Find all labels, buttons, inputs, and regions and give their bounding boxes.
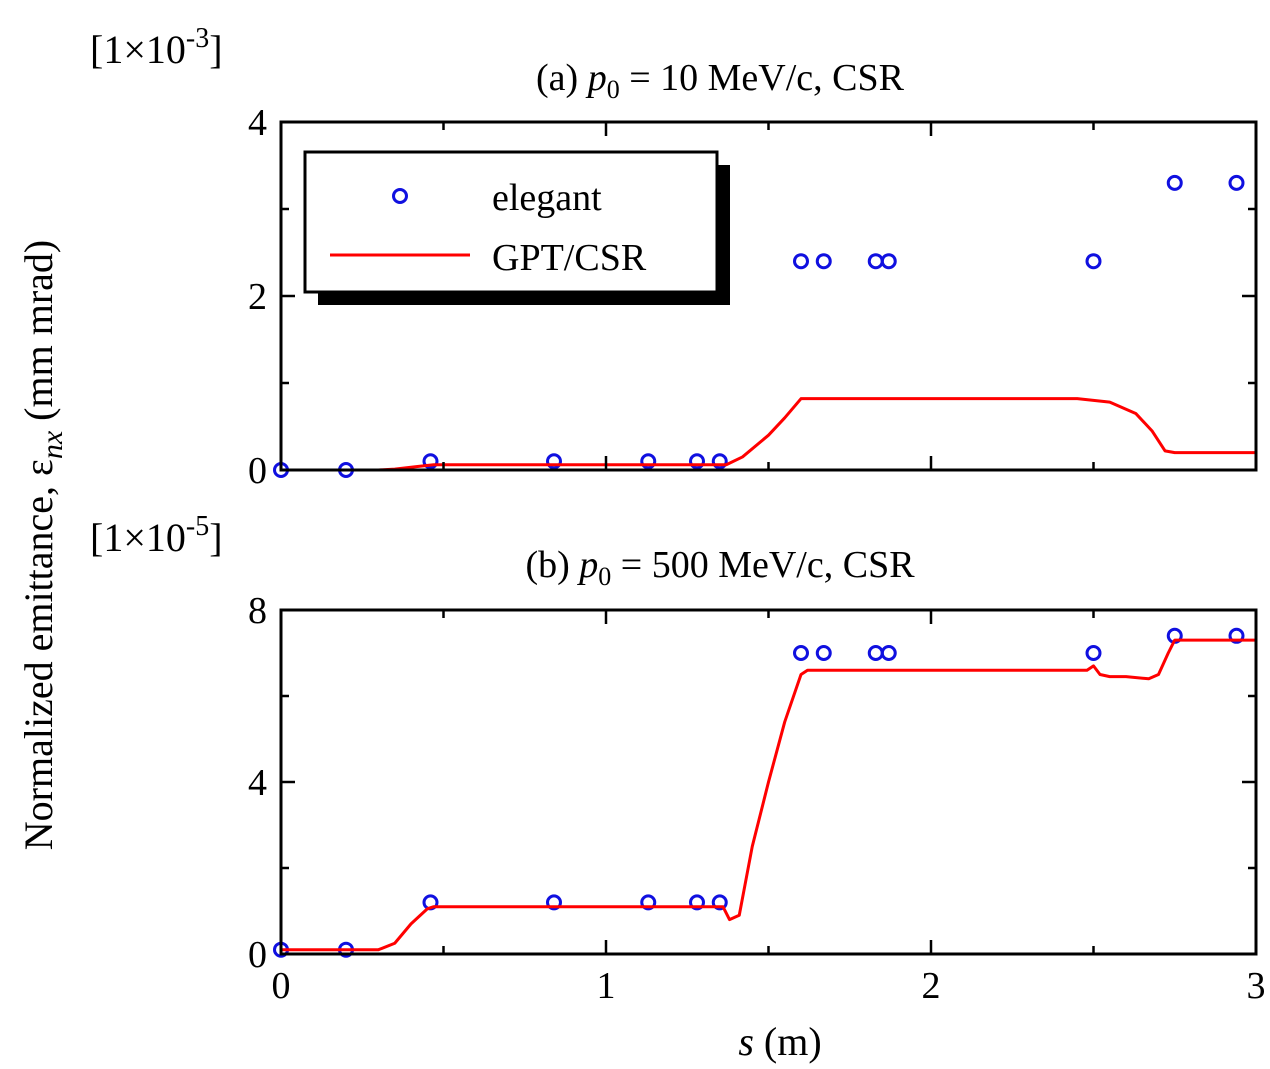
y-axis-label: Normalized emittance, εnx (mm mrad) (16, 240, 69, 850)
panel-a-elegant-point (1166, 174, 1183, 191)
legend-elegant-marker (392, 188, 408, 204)
panel-a-title: (a) p0 = 10 MeV/c, CSR (536, 57, 905, 104)
panel-b-y-tick-label: 4 (248, 762, 267, 804)
panel-b-elegant-point (640, 894, 657, 911)
panel-a-gpt-csr-line (281, 397, 1256, 472)
panel-a-y-tick-label: 2 (248, 276, 267, 318)
x-axis-label: s (m) (738, 1019, 821, 1064)
panel-a-elegant-point (815, 253, 832, 270)
panel-a-elegant-point (1228, 174, 1245, 191)
panel-b-x-tick-label: 2 (922, 965, 941, 1007)
panel-b-elegant-point (867, 645, 884, 661)
panel-a-scale-factor: [1×10-3] (90, 23, 223, 72)
panel-a-elegant-point (867, 253, 884, 270)
panel-a-y-tick-label: 4 (248, 102, 267, 144)
panel-b-scale-factor: [1×10-5] (90, 511, 223, 560)
panel-b-elegant-point (880, 645, 897, 661)
panel-b-axes: 0 4 8 0 1 2 3 (248, 590, 1266, 1007)
panel-b-elegant-point (793, 645, 809, 661)
panel-a-elegant-point (689, 453, 705, 470)
panel-a-elegant-point (1085, 253, 1102, 270)
legend-box (303, 150, 719, 294)
panel-a-elegant-point (640, 453, 657, 470)
panel-a-elegant-point (422, 453, 439, 470)
panel-b-elegant-point (1228, 627, 1245, 644)
panel-a: [1×10-3] (a) p0 = 10 MeV/c, CSR 0 2 4 eleg… (90, 23, 1258, 492)
panel-a-marks (273, 174, 1256, 478)
panel-a-y-tick-label: 0 (248, 450, 267, 492)
panel-b-x-tick-label: 3 (1247, 965, 1266, 1007)
panel-b-title: (b) p0 = 500 MeV/c, CSR (525, 544, 915, 591)
legend-gpt-label: GPT/CSR (492, 237, 647, 279)
panel-a-axes: 0 2 4 (248, 102, 1258, 492)
panel-b-x-tick-label: 0 (272, 965, 291, 1007)
panel-b-y-tick-label: 0 (248, 934, 267, 976)
panel-b-gpt-csr-line (281, 638, 1256, 952)
panel-b-elegant-point (711, 894, 728, 911)
panel-b: [1×10-5] (b) p0 = 500 MeV/c, CSR 0 4 8 0 1 2 3 (90, 511, 1266, 1007)
legend: elegant GPT/CSR (303, 150, 730, 305)
panel-b-x-tick-label: 1 (597, 965, 616, 1007)
panel-b-elegant-point (689, 894, 705, 911)
panel-a-elegant-point (711, 453, 728, 470)
panel-b-elegant-point (1085, 645, 1102, 661)
panel-b-y-tick-label: 8 (248, 590, 267, 632)
panel-a-elegant-point (546, 453, 562, 470)
panel-a-elegant-point (880, 253, 897, 270)
panel-b-elegant-point (546, 894, 562, 911)
legend-elegant-label: elegant (492, 177, 602, 219)
panel-a-elegant-point (793, 253, 809, 270)
panel-b-marks (273, 627, 1256, 958)
panel-b-elegant-point (815, 645, 832, 661)
